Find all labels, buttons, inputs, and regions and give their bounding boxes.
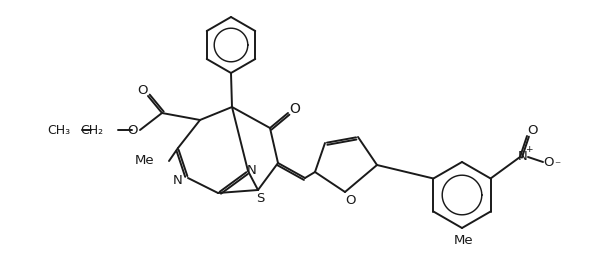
Text: S: S <box>256 192 264 205</box>
Text: O: O <box>543 156 554 169</box>
Text: N: N <box>247 165 257 178</box>
Text: ⁻: ⁻ <box>554 160 560 173</box>
Text: O: O <box>526 125 537 138</box>
Text: Me: Me <box>454 233 474 246</box>
Text: CH₂: CH₂ <box>80 123 103 136</box>
Text: O: O <box>128 125 138 138</box>
Text: +: + <box>525 145 532 154</box>
Text: N: N <box>172 174 182 188</box>
Text: N: N <box>518 151 528 164</box>
Text: O: O <box>345 195 355 207</box>
Text: Me: Me <box>135 154 154 167</box>
Text: O: O <box>137 83 147 96</box>
Text: O: O <box>290 102 300 116</box>
Text: CH₃: CH₃ <box>47 123 70 136</box>
